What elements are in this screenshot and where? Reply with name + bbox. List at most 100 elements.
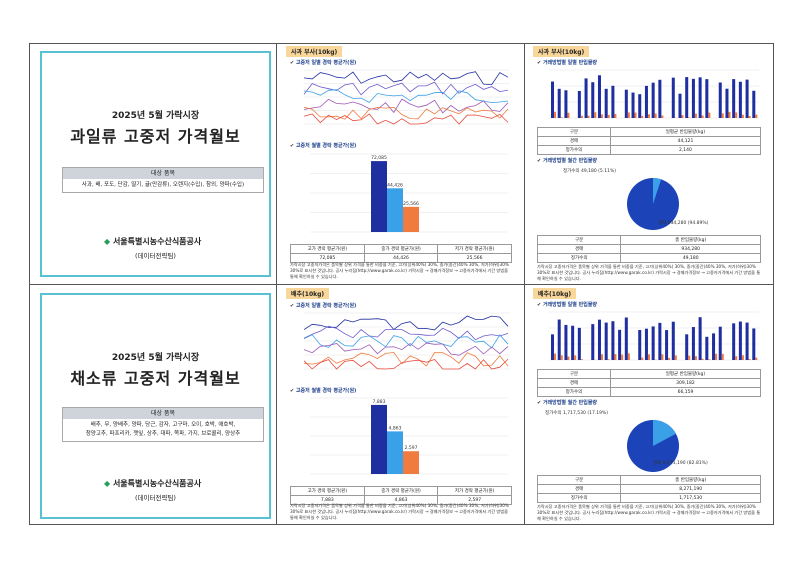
bar	[691, 327, 695, 360]
bar	[604, 322, 608, 360]
bar	[597, 75, 601, 118]
table-cell: 경매	[537, 136, 611, 146]
table-cell: 정가수의	[537, 387, 611, 397]
bar	[607, 359, 610, 360]
bar-chart-title: 고중저 월별 경락 평균가(원)	[290, 142, 356, 149]
table-cell: 정가수의	[537, 145, 611, 155]
bar	[604, 88, 608, 118]
bar	[564, 324, 568, 360]
table-cell: 8,271,190	[620, 484, 761, 494]
line-chart-title: 고중저 일별 경락 평균가(원)	[290, 59, 356, 66]
series-line	[303, 342, 509, 356]
table-cell: 44,121	[609, 136, 762, 146]
bar	[688, 117, 691, 118]
series-line	[303, 325, 509, 341]
bar	[671, 321, 675, 360]
bar	[371, 161, 387, 232]
series-line	[303, 71, 509, 86]
daily-price-line-chart	[303, 69, 510, 125]
bar	[658, 322, 662, 360]
bar	[732, 79, 736, 118]
bar	[567, 112, 570, 118]
bar	[624, 317, 628, 360]
bar	[668, 357, 671, 360]
bar	[698, 317, 702, 360]
bar	[658, 79, 662, 118]
leaf-icon: ◆	[104, 237, 113, 246]
bar	[685, 77, 689, 118]
org-name: 서울특별시농수산식품공사	[112, 237, 202, 246]
bar	[748, 116, 751, 118]
bar	[594, 112, 597, 118]
bar	[678, 93, 682, 118]
bar	[574, 355, 577, 360]
bar	[387, 431, 403, 474]
bar	[611, 321, 615, 360]
bar-chart-title: 거래방법별 일별 반입물량	[537, 59, 597, 66]
bar	[611, 85, 615, 118]
bar	[564, 90, 568, 118]
bar	[607, 114, 610, 118]
bar	[621, 354, 624, 360]
col-divider	[276, 44, 277, 524]
table-cell: 934,280	[620, 244, 761, 254]
row-divider	[30, 284, 773, 285]
bar	[721, 353, 724, 360]
bar	[638, 329, 642, 360]
series-line	[303, 358, 509, 370]
bar	[755, 357, 758, 360]
footnote: 가락시장 고중저가격은 품목별 상위 가격을 통한 비중을 기준, 고가(상위4…	[537, 264, 761, 281]
bar	[403, 451, 419, 474]
bar	[638, 94, 642, 118]
bar	[718, 326, 722, 360]
leaf-icon: ◆	[104, 479, 113, 488]
bar	[705, 79, 709, 118]
table-cell: 경매	[536, 244, 622, 254]
bar	[694, 356, 697, 360]
item-tag: 배추(10kg)	[286, 288, 330, 299]
bar	[654, 113, 657, 118]
daily-price-line-chart	[303, 312, 510, 370]
table-cell: 72,085	[290, 253, 365, 263]
bar	[732, 323, 736, 360]
bar	[728, 111, 731, 118]
table-header: 중가 경락 평균가(원)	[363, 486, 439, 496]
bar	[752, 90, 756, 118]
cover-box-header: 대상 품목	[63, 408, 263, 419]
pie-chart-title: 거래방법별 월간 반입물량	[537, 399, 597, 406]
series-line	[303, 352, 509, 367]
bar	[403, 206, 419, 232]
table-cell: 7,883	[290, 495, 365, 505]
bar	[551, 334, 555, 360]
bar	[661, 354, 664, 360]
bar	[698, 77, 702, 118]
bar	[591, 82, 595, 118]
cover-title: 과일류 고중저 가격월보	[70, 127, 241, 146]
table-cell: 경매	[536, 484, 622, 494]
cover-dept: (데이터전략팀)	[135, 494, 176, 502]
bar	[647, 114, 650, 118]
bar	[661, 115, 664, 118]
series-line	[303, 98, 509, 114]
bar	[644, 328, 648, 360]
bar	[708, 359, 711, 360]
table-header: 구분	[537, 127, 611, 137]
footnote: 가락시장 고중저가격은 품목별 상위 가격을 통한 비중을 기준, 고가(상위4…	[537, 504, 761, 521]
table-header: 저가 경락 평균가(원)	[437, 486, 512, 496]
bar	[577, 90, 581, 118]
bar	[651, 82, 655, 118]
daily-volume-bar-chart	[549, 69, 759, 119]
data-label: 2,597	[405, 445, 418, 451]
pie-chart-title: 거래방법별 월간 반입물량	[537, 157, 597, 164]
series-line	[303, 113, 509, 125]
footnote: 가락시장 고중저가격은 품목별 상위 가격을 통한 비중을 기준, 고가(상위4…	[290, 262, 509, 279]
monthly-price-bar-chart: 72,085 44,426 25,566	[310, 153, 508, 233]
table-cell: 2,597	[437, 495, 512, 505]
item-tag: 배추(10kg)	[533, 288, 577, 299]
data-label: 44,426	[387, 182, 403, 188]
bar	[735, 112, 738, 118]
table-cell: 25,566	[437, 253, 512, 263]
bar	[557, 319, 561, 360]
line-chart-title: 고중저 일별 경락 평균가(원)	[290, 302, 356, 309]
